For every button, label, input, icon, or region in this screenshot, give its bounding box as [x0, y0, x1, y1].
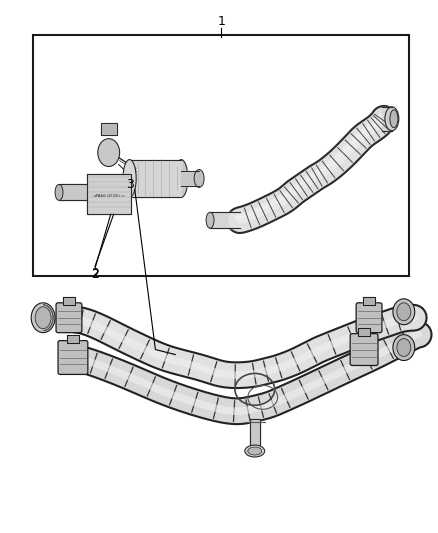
- Polygon shape: [59, 184, 87, 200]
- Ellipse shape: [175, 159, 188, 197]
- Ellipse shape: [397, 338, 411, 357]
- Polygon shape: [181, 171, 199, 187]
- FancyBboxPatch shape: [356, 303, 382, 333]
- Ellipse shape: [55, 184, 63, 200]
- Ellipse shape: [194, 169, 204, 188]
- Polygon shape: [382, 107, 392, 131]
- Ellipse shape: [393, 335, 415, 360]
- Ellipse shape: [98, 139, 120, 166]
- Ellipse shape: [390, 110, 398, 128]
- Polygon shape: [358, 328, 370, 336]
- Ellipse shape: [206, 212, 214, 228]
- Text: <PA66·GF18+>: <PA66·GF18+>: [92, 195, 125, 198]
- FancyBboxPatch shape: [58, 341, 88, 375]
- Bar: [33, 35, 409, 276]
- FancyBboxPatch shape: [56, 303, 82, 333]
- Text: 2: 2: [91, 267, 99, 280]
- Polygon shape: [363, 297, 375, 305]
- Polygon shape: [210, 212, 240, 228]
- Polygon shape: [101, 123, 117, 135]
- Ellipse shape: [245, 445, 265, 457]
- Text: 3: 3: [126, 178, 134, 191]
- Ellipse shape: [35, 307, 51, 329]
- Ellipse shape: [248, 447, 262, 455]
- Ellipse shape: [123, 159, 136, 197]
- FancyBboxPatch shape: [350, 334, 378, 366]
- Polygon shape: [250, 419, 260, 449]
- Polygon shape: [87, 174, 131, 214]
- Polygon shape: [67, 335, 79, 343]
- Ellipse shape: [31, 303, 55, 333]
- Ellipse shape: [385, 107, 399, 131]
- Ellipse shape: [397, 303, 411, 321]
- Text: 1: 1: [217, 15, 225, 28]
- Text: 2: 2: [91, 268, 99, 281]
- Polygon shape: [63, 297, 75, 305]
- Ellipse shape: [393, 299, 415, 325]
- Polygon shape: [130, 159, 181, 197]
